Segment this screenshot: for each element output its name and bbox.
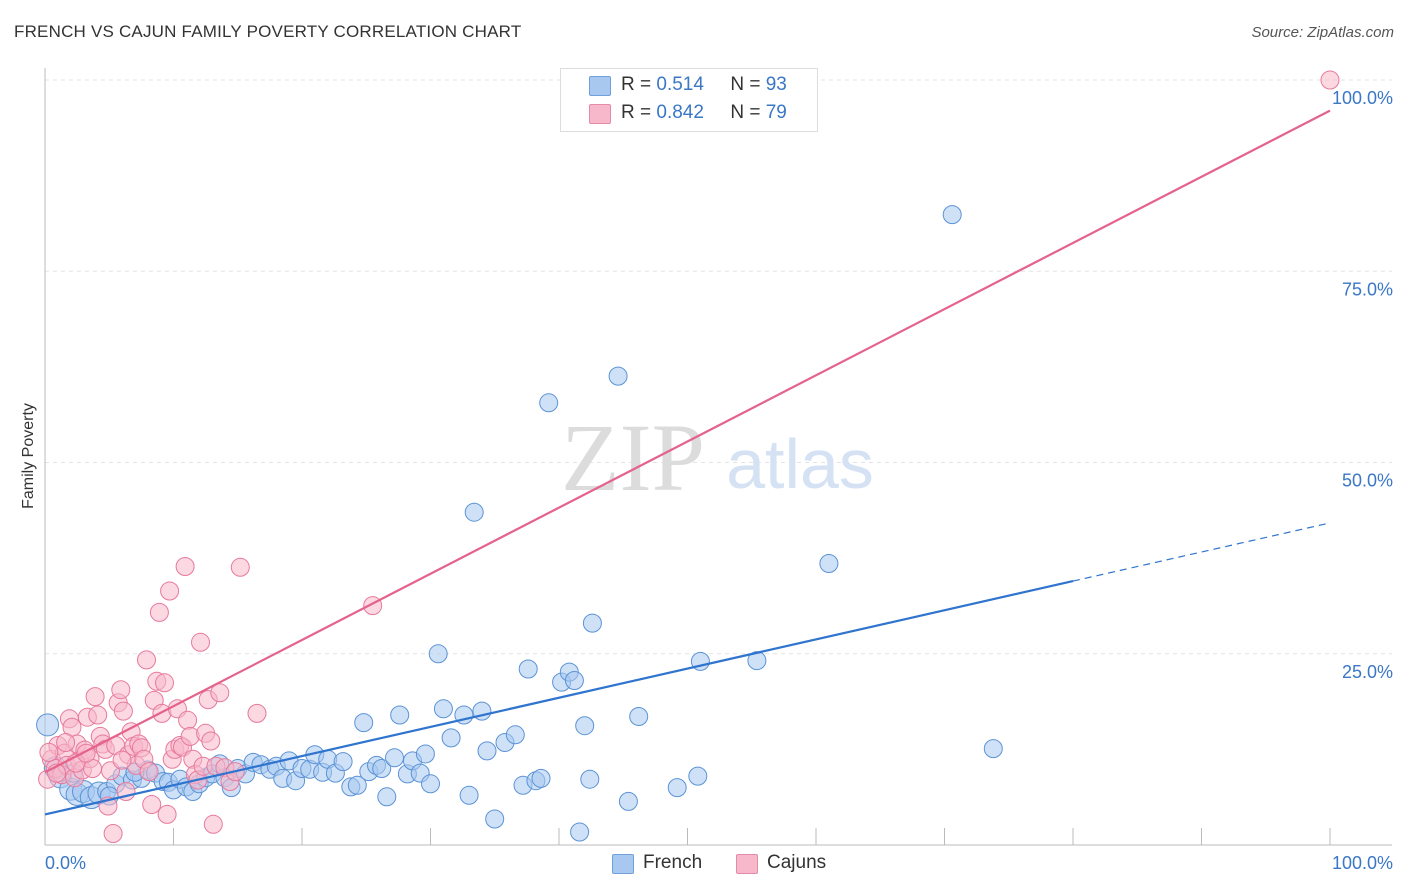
french-trend-line — [44, 580, 1074, 816]
french-point — [575, 716, 595, 736]
legend-r-value-cajuns: 0.842 — [656, 102, 704, 123]
french-point — [347, 775, 367, 795]
legend-swatch-cajuns — [589, 104, 611, 124]
bottom-legend-label-french: French — [643, 852, 703, 873]
french-point — [377, 787, 397, 807]
french-point — [942, 205, 962, 225]
legend-n-label: N = — [730, 102, 761, 123]
french-point — [505, 725, 525, 745]
tick-labels: 25.0% 50.0% 75.0% 100.0% 0.0% 100.0% — [45, 88, 1393, 873]
cajuns-point — [85, 687, 105, 707]
cajuns-trend-line — [44, 109, 1331, 774]
stats-legend: R = 0.514 N = 93 R = 0.842 N = 79 — [560, 68, 818, 132]
grid — [45, 79, 1392, 655]
cajuns-point — [88, 705, 108, 725]
cajuns-point — [1320, 70, 1340, 90]
french-point — [372, 759, 392, 778]
french-point — [570, 822, 590, 842]
french-point — [36, 713, 60, 737]
cajuns-point — [139, 762, 159, 782]
french-trend-extension — [1072, 522, 1331, 582]
cajuns-point — [149, 602, 169, 622]
french-point — [564, 671, 584, 690]
french-point — [531, 768, 551, 788]
french-point — [608, 366, 628, 386]
legend-n-label: N = — [730, 74, 761, 95]
y-tick-label-3: 100.0% — [1332, 88, 1393, 108]
french-point — [421, 774, 440, 794]
y-tick-label-1: 50.0% — [1342, 471, 1393, 491]
cajuns-point — [113, 701, 133, 721]
cajuns-point — [180, 726, 200, 746]
french-point — [477, 741, 497, 761]
x-tick-label-max: 100.0% — [1332, 853, 1393, 873]
cajuns-point — [230, 557, 250, 577]
cajuns-point — [103, 824, 123, 843]
legend-r-value-french: 0.514 — [656, 74, 704, 95]
french-point — [354, 713, 374, 733]
cajuns-point — [210, 683, 230, 703]
cajuns-point — [203, 814, 223, 834]
axes — [44, 68, 1392, 846]
chart-title: FRENCH VS CAJUN FAMILY POVERTY CORRELATI… — [14, 22, 522, 41]
cajuns-point — [142, 795, 162, 814]
french-point — [688, 766, 708, 786]
french-point — [433, 699, 453, 719]
french-point — [618, 791, 638, 811]
french-point — [415, 744, 435, 764]
cajuns-point — [111, 680, 131, 700]
french-point — [428, 644, 448, 664]
cajuns-point — [56, 733, 76, 752]
legend-r-label: R = — [621, 74, 652, 95]
legend-row-cajuns: R = 0.842 N = 79 — [621, 102, 787, 124]
cajuns-point — [247, 703, 267, 723]
bottom-legend-swatch-cajuns — [736, 854, 758, 874]
y-tick-label-2: 75.0% — [1342, 279, 1393, 299]
legend-r-label: R = — [621, 102, 652, 123]
french-point — [464, 502, 484, 522]
bottom-legend-label-cajuns: Cajuns — [767, 852, 827, 873]
french-point — [539, 393, 559, 413]
cajuns-point — [157, 804, 177, 824]
french-point — [459, 785, 479, 805]
cajuns-point — [191, 632, 210, 652]
french-point — [582, 613, 602, 633]
legend-row-french: R = 0.514 N = 93 — [621, 74, 787, 96]
french-point — [629, 707, 649, 726]
cajuns-point — [201, 731, 221, 751]
trend-lines — [44, 109, 1331, 816]
cajuns-point — [175, 557, 195, 576]
x-tick-label-min: 0.0% — [45, 853, 86, 873]
watermark-atlas: atlas — [726, 425, 874, 503]
french-point — [333, 752, 353, 772]
legend-n-value-cajuns: 79 — [765, 102, 787, 123]
cajuns-point — [39, 742, 59, 762]
legend-n-value-french: 93 — [765, 74, 787, 95]
french-point — [390, 705, 410, 725]
french-point — [983, 739, 1003, 759]
french-point — [385, 748, 404, 768]
legend-swatch-french — [589, 76, 611, 96]
cajuns-point — [112, 750, 132, 770]
cajuns-point — [178, 710, 198, 730]
french-point — [819, 554, 839, 573]
french-point — [667, 778, 687, 798]
french-point — [747, 651, 767, 671]
cajuns-point — [160, 581, 180, 601]
bottom-legend-swatch-french — [612, 854, 634, 874]
french-point — [518, 659, 538, 679]
french-point — [485, 809, 505, 829]
french-point — [441, 728, 461, 748]
chart-source: Source: ZipAtlas.com — [1251, 24, 1394, 41]
cajuns-point — [137, 650, 156, 670]
french-point — [580, 769, 600, 789]
y-tick-label-0: 25.0% — [1342, 662, 1393, 682]
cajuns-point — [155, 673, 174, 693]
